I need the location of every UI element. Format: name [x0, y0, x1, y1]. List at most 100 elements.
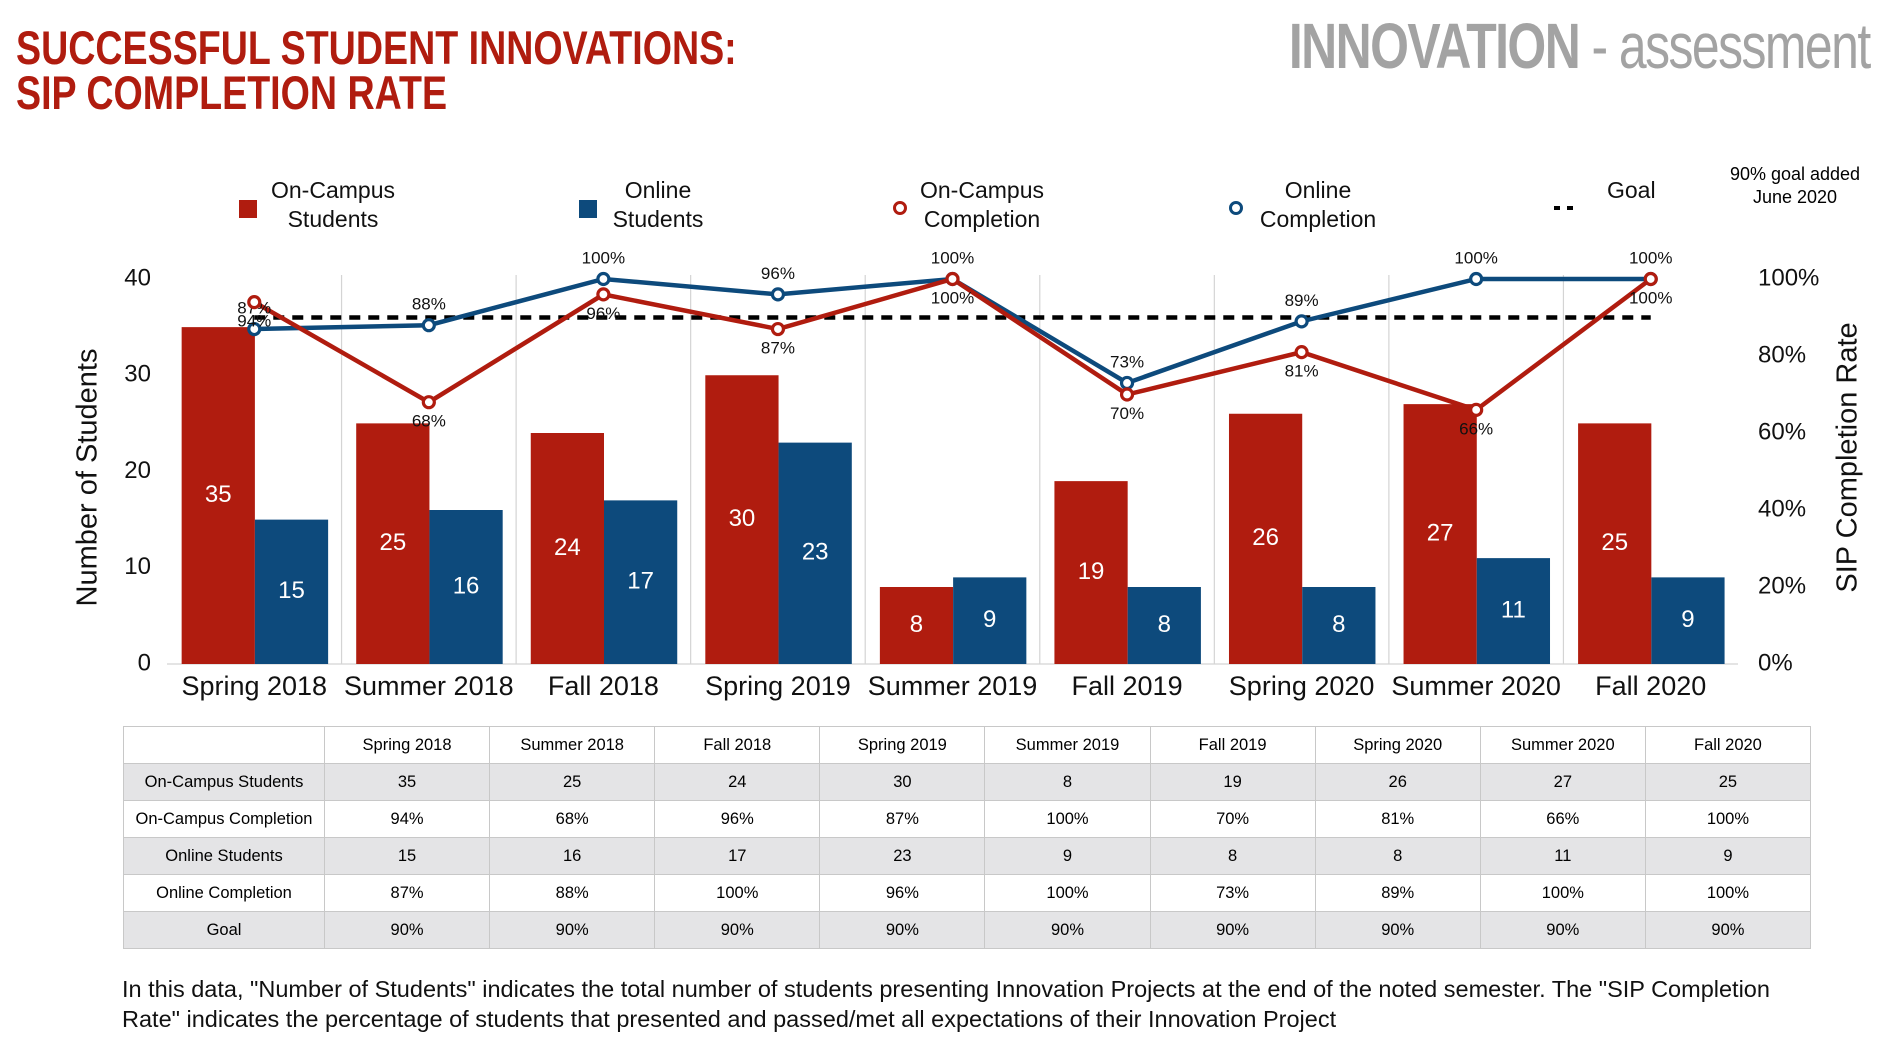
y2-tick-label: 100% [1758, 264, 1819, 291]
table-column-header: Fall 2018 [654, 726, 821, 764]
y-tick-label: 40 [124, 264, 151, 291]
line-marker [945, 271, 960, 287]
table-header-row: Spring 2018 Summer 2018 Fall 2018 Spring 20… [123, 726, 1812, 764]
bar [603, 500, 678, 664]
table-column-header: Summer 2018 [489, 726, 656, 764]
legend-swatch [1229, 201, 1243, 215]
y-tick-label: 20 [124, 457, 151, 484]
y2-tick-label: 20% [1758, 572, 1806, 599]
line-marker [770, 321, 786, 337]
x-tick-label: Spring 2019 [705, 671, 851, 701]
table-column-header: Summer 2019 [984, 726, 1151, 764]
table-cell: 8 [1149, 837, 1316, 875]
bar-value-label: 19 [1078, 558, 1105, 585]
line-marker [247, 295, 262, 310]
bar [1651, 577, 1725, 664]
line-value-label: 100% [1629, 248, 1672, 267]
table-cell: 96% [819, 874, 986, 912]
chart: 0 10 20 30 40 0% 20% 40% 60% 80% 100% Number of Stu… [72, 200, 1864, 701]
bar [1302, 587, 1376, 664]
line-value-label: 68% [412, 412, 446, 431]
line-value-label: 100% [1454, 248, 1497, 267]
legend-label: Online Students [612, 177, 704, 232]
x-tick-label: Fall 2018 [548, 671, 659, 701]
bar [1127, 587, 1201, 664]
x-tick-label: Summer 2020 [1391, 671, 1561, 701]
table-row-header: On-Campus Completion [123, 800, 325, 838]
footnote: In this data, "Number of Students" indic… [122, 976, 1770, 1032]
line-value-label: 73% [1110, 352, 1144, 371]
table-column-header: Spring 2020 [1314, 726, 1481, 764]
y-tick-label: 30 [124, 361, 151, 388]
table-cell: 11 [1479, 837, 1646, 875]
table-cell: 17 [654, 837, 821, 875]
line-value-label: 100% [931, 288, 974, 307]
table-row: On-Campus Students 35 25 24 30 8 19 26 27 25 [123, 763, 1812, 801]
table-column-header: Fall 2020 [1644, 726, 1812, 764]
table-column-header: Summer 2020 [1479, 726, 1646, 764]
line-marker [1469, 271, 1484, 287]
table-cell: 8 [1314, 837, 1481, 875]
y2-tick-label: 80% [1758, 341, 1806, 368]
table-cell: 100% [1644, 874, 1812, 912]
line-value-label: 88% [412, 295, 446, 314]
table-column-header: Fall 2019 [1149, 726, 1316, 764]
table-cell: 100% [1644, 800, 1812, 838]
table-cell: 94% [323, 800, 491, 838]
line-marker [1119, 387, 1135, 402]
table-cell: 100% [984, 874, 1151, 912]
bar-value-label: 25 [379, 529, 406, 556]
x-tick-label: Spring 2018 [181, 671, 327, 701]
table-cell: 66% [1479, 800, 1646, 838]
title-line: SIP COMPLETION RATE [16, 66, 448, 119]
table-cell: 90% [1314, 911, 1481, 949]
bar-value-label: 11 [1501, 596, 1526, 623]
table-row-header: Online Students [123, 837, 325, 875]
bar [705, 375, 779, 664]
title-line: SUCCESSFUL STUDENT INNOVATIONS: [16, 21, 737, 74]
table-cell: 100% [1479, 874, 1646, 912]
bar [181, 327, 255, 664]
bar [429, 510, 503, 664]
legend-swatch [893, 201, 907, 215]
line-value-label: 89% [1285, 291, 1319, 310]
bar-value-label: 23 [802, 539, 829, 566]
bar [254, 519, 329, 664]
bar [530, 433, 604, 664]
table-row: Online Students 15 16 17 23 9 8 8 11 9 [123, 837, 1812, 875]
table-cell: 30 [819, 763, 986, 801]
table-cell: 9 [984, 837, 1151, 875]
line-value-label: 70% [1110, 404, 1144, 423]
table-corner [123, 726, 325, 764]
y2-tick-label: 40% [1758, 495, 1806, 522]
table-cell: 90% [489, 911, 656, 949]
header-tag: INNOVATION - assessment [1289, 14, 1871, 78]
table-row: On-Campus Completion 94% 68% 96% 87% 100% 70% 8… [123, 800, 1812, 838]
line-value-label: 96% [761, 264, 795, 283]
table-cell: 73% [1149, 874, 1316, 912]
table-cell: 27 [1479, 763, 1646, 801]
y-tick-label: 0 [138, 649, 151, 676]
table-cell: 25 [489, 763, 656, 801]
line-value-label: 100% [1629, 288, 1672, 307]
bar-value-label: 9 [1681, 606, 1694, 633]
x-tick-label: Fall 2020 [1595, 671, 1706, 701]
tag-main: INNOVATION [1289, 10, 1581, 82]
bar [1578, 423, 1652, 664]
line-marker [1643, 271, 1658, 287]
table-column-header: Spring 2019 [819, 726, 986, 764]
line-value-label: 100% [931, 248, 974, 267]
bar-value-label: 27 [1427, 519, 1454, 546]
y2-tick-label: 0% [1758, 649, 1793, 676]
table-row-header: Online Completion [123, 874, 325, 912]
bar-value-label: 24 [554, 534, 581, 561]
line-marker [421, 318, 436, 333]
legend-label: On-Campus Students [271, 177, 395, 232]
line-marker [247, 321, 262, 337]
legend-label: Online Completion [1259, 177, 1377, 232]
table-cell: 90% [1644, 911, 1812, 949]
table-cell: 70% [1149, 800, 1316, 838]
bar-value-label: 16 [453, 572, 480, 599]
line-marker [421, 395, 436, 410]
table-cell: 24 [654, 763, 821, 801]
